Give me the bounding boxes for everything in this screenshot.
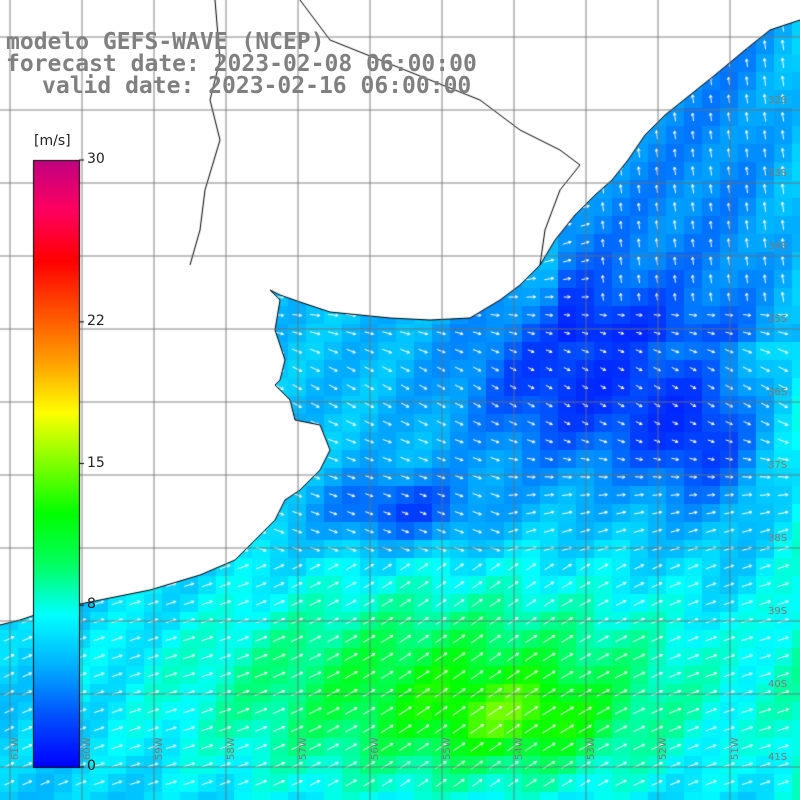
lon-label: 61W — [10, 737, 21, 760]
colorbar-tick-label: 22 — [87, 312, 105, 329]
lat-label: 32S — [768, 95, 787, 106]
valid-date: valid date: 2023-02-16 06:00:00 — [42, 73, 472, 99]
lat-label: 33S — [768, 168, 787, 179]
lon-label: 57W — [298, 737, 309, 760]
lon-label: 59W — [154, 737, 165, 760]
lat-label: 39S — [768, 606, 787, 617]
lat-label: 37S — [768, 460, 787, 471]
colorbar-tick-label: 15 — [87, 454, 105, 471]
lat-label: 36S — [768, 387, 787, 398]
lon-label: 56W — [370, 737, 381, 760]
lon-label: 52W — [658, 737, 669, 760]
colorbar-tick-label: 0 — [87, 758, 96, 774]
lat-label: 41S — [768, 752, 787, 763]
lon-label: 55W — [442, 737, 453, 760]
colorbar-unit: [m/s] — [34, 133, 71, 149]
colorbar-tick-label: 8 — [87, 596, 96, 613]
colorbar-tick-label: 30 — [87, 151, 105, 167]
model-title: modelo GEFS-WAVE (NCEP) — [6, 29, 325, 55]
lon-label: 53W — [586, 737, 597, 760]
forecast-date: forecast date: 2023-02-08 06:00:00 — [6, 51, 477, 77]
lat-label: 35S — [768, 314, 787, 325]
lon-label: 54W — [514, 737, 525, 760]
lon-label: 51W — [730, 737, 741, 760]
lat-label: 38S — [768, 533, 787, 544]
lat-label: 34S — [768, 241, 787, 252]
lon-label: 58W — [226, 737, 237, 760]
lat-label: 40S — [768, 679, 787, 690]
lon-label: 60W — [82, 737, 93, 760]
